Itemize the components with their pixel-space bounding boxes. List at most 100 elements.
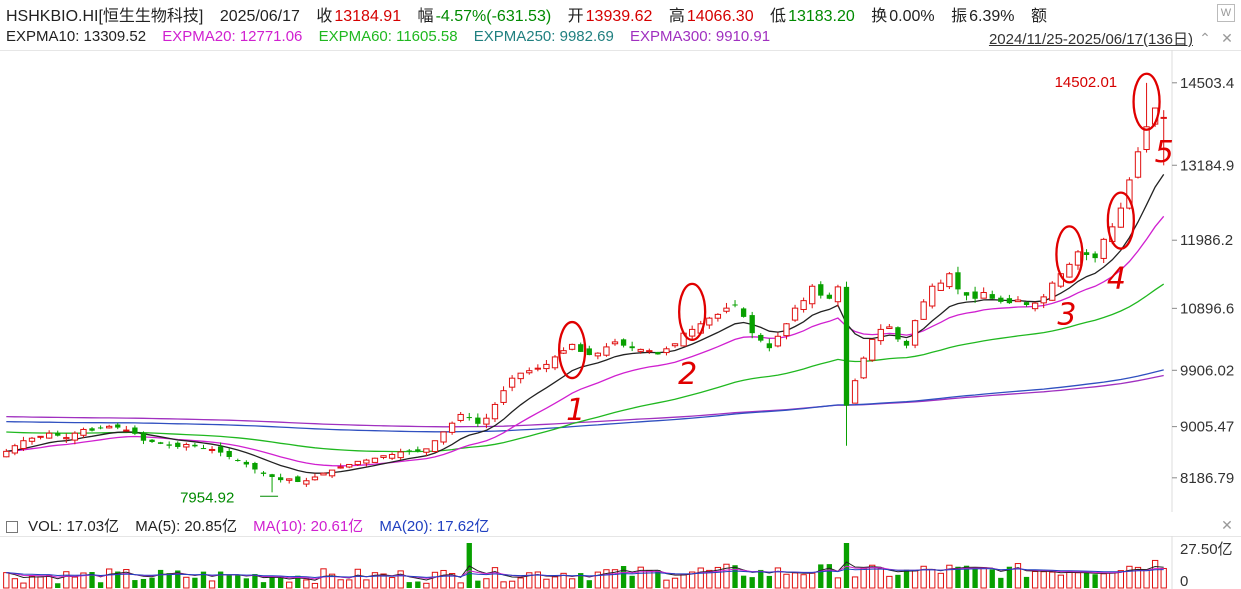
candle-body: [1014, 299, 1022, 303]
volume-bar: [20, 582, 27, 589]
vol-close-icon[interactable]: ✕: [1221, 517, 1233, 533]
symbol-label: HSHKBIO.HI[恒生生物科技]: [6, 8, 204, 25]
volume-bar: [71, 576, 79, 589]
volume-bar: [363, 579, 370, 589]
volume-bar: [63, 571, 70, 589]
volume-bar: [303, 579, 310, 589]
volume-bar: [663, 579, 670, 589]
volume-toggle-icon[interactable]: [6, 521, 18, 534]
candle-body: [603, 346, 610, 356]
ema60-label: EXPMA60: 11605.58: [318, 28, 458, 45]
y-tick-label: 8186.79: [1180, 470, 1234, 487]
volume-bar: [388, 577, 396, 589]
volume-bar: [157, 569, 164, 588]
volume-bar: [895, 574, 901, 588]
highlight-circle: [1106, 191, 1135, 250]
volume-bar: [903, 569, 910, 588]
candle-body: [440, 431, 447, 443]
volume-bar: [166, 573, 172, 588]
volume-bar: [491, 567, 499, 589]
candle-body: [166, 444, 172, 446]
volume-bar: [457, 582, 464, 589]
candle-body: [397, 451, 404, 459]
volume-bar: [886, 575, 893, 589]
ema10-line: [6, 174, 1165, 474]
candle-body: [1100, 238, 1107, 259]
candle-body: [45, 432, 53, 439]
handwritten-mark: 5: [1155, 135, 1174, 170]
volume-bar: [818, 564, 824, 588]
open-label: 开: [567, 8, 584, 25]
volume-bar: [568, 578, 576, 589]
candle-body: [63, 437, 70, 440]
volume-bar: [149, 577, 155, 588]
candle-body: [955, 272, 961, 290]
volume-bar: [320, 568, 327, 589]
volume-chart: 27.50亿 0: [0, 536, 1241, 589]
volume-bar: [11, 578, 19, 589]
candle-body: [937, 282, 944, 291]
high-label: 高: [668, 8, 685, 25]
candle-body: [363, 459, 370, 464]
high-annotation: 14502.01: [1055, 74, 1118, 91]
volume-bar: [1126, 565, 1133, 589]
candle-body: [1040, 296, 1047, 304]
volume-bar: [3, 572, 10, 589]
volume-bar: [1049, 571, 1056, 589]
volume-bar: [235, 574, 241, 588]
vol-ma20-line: [6, 568, 1164, 579]
low-value: 13183.20: [788, 8, 855, 25]
candle-body: [311, 476, 319, 481]
y-tick-label: 13184.9: [1180, 157, 1234, 174]
volume-bar: [217, 571, 224, 588]
volume-bar: [354, 568, 361, 589]
candle-body: [157, 442, 164, 444]
volume-bar: [140, 578, 147, 588]
candle-body: [320, 472, 327, 476]
candle-body: [895, 327, 901, 340]
candle-body: [869, 338, 876, 361]
candle-body: [286, 478, 293, 481]
collapse-icon[interactable]: ⌃: [1199, 30, 1211, 46]
candle-body: [886, 326, 893, 329]
amplitude-value: 6.39%: [969, 8, 1015, 25]
candle-body: [243, 461, 250, 465]
vol-ma5-label: MA(5): 20.85亿: [135, 518, 237, 535]
date-range[interactable]: 2024/11/25-2025/06/17(136日): [988, 31, 1193, 48]
handwritten-mark: 1: [566, 393, 585, 428]
candle-body: [877, 328, 884, 342]
volume-bar: [980, 567, 987, 589]
volume-bar: [1083, 572, 1090, 588]
candle-body: [568, 343, 576, 350]
y-tick-label: 10896.6: [1180, 300, 1234, 317]
volume-bar: [106, 568, 113, 589]
volume-bar: [1092, 574, 1098, 588]
volume-bar: [800, 574, 807, 589]
wp-icon[interactable]: W: [1217, 4, 1235, 22]
turnover-value: 0.00%: [889, 8, 935, 25]
close-icon[interactable]: ✕: [1221, 30, 1233, 46]
price-chart[interactable]: 14503.4 13184.9 11986.2 10896.6 9906.02 9005.…: [0, 50, 1241, 512]
candle-body: [328, 469, 336, 477]
volume-bar: [1143, 569, 1150, 589]
volume-bar: [448, 573, 456, 589]
volume-bar: [508, 580, 516, 589]
candle-body: [843, 286, 850, 406]
y-tick-label: 9005.47: [1180, 419, 1234, 436]
volume-bar: [843, 543, 850, 588]
candle-body: [28, 437, 36, 442]
turnover-label: 换: [871, 8, 888, 25]
volume-bar: [723, 563, 730, 589]
volume-bar: [337, 579, 344, 589]
candle-body: [929, 285, 936, 307]
candle-body: [226, 451, 232, 457]
candle-body: [415, 449, 421, 452]
candle-body: [911, 320, 919, 346]
candle-body: [466, 417, 472, 419]
volume-bar: [80, 572, 87, 589]
volume-bar: [346, 579, 353, 589]
vol-tick-label: 27.50亿: [1180, 541, 1233, 558]
volume-bar: [1014, 563, 1022, 589]
low-annotation: 7954.92: [180, 489, 234, 506]
volume-bar: [1100, 573, 1107, 589]
